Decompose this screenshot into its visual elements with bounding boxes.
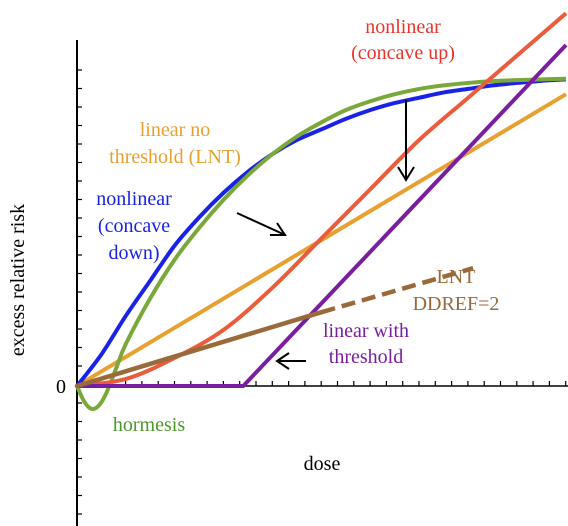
series-line-nonlinear-concave-down: [75, 77, 567, 388]
y-tick-zero-label: 0: [56, 376, 66, 398]
annotation-ddref-line2: DDREF=2: [413, 293, 500, 315]
y-ticks: [77, 69, 82, 515]
annotation-concave-down-line2: (concave: [98, 215, 170, 237]
annotation-lnt-line1: linear no: [140, 119, 211, 141]
series-line-lnt-ddref-2-dashed: [320, 266, 474, 315]
arrow-lnt-icon: [236, 212, 287, 236]
annotation-hormesis: hormesis: [113, 414, 185, 436]
y-axis-label: excess relative risk: [7, 204, 29, 356]
arrows: [236, 100, 415, 370]
arrow-concave-up-icon: [397, 100, 415, 182]
series-line-nonlinear-concave-up: [76, 11, 568, 388]
annotation-concave-up-line2: (concave up): [351, 42, 455, 64]
series-line-linear-with-threshold: [77, 43, 568, 388]
annotation-concave-down-line3: down): [108, 242, 159, 264]
labels: 0 dose excess relative risk nonlinear (c…: [7, 16, 499, 475]
x-axis-label: dose: [304, 453, 341, 475]
annotation-threshold-line1: linear with: [323, 320, 409, 342]
annotation-lnt-line2: threshold (LNT): [109, 146, 241, 168]
annotation-concave-up-line1: nonlinear: [365, 16, 441, 38]
series-group: [74, 11, 568, 411]
annotation-ddref-line1: LNT: [437, 266, 476, 288]
series-line-hormesis: [75, 76, 567, 411]
annotation-concave-down-line1: nonlinear: [96, 188, 172, 210]
annotation-threshold-line2: threshold: [329, 346, 403, 368]
series-line-lnt-ddref-2-solid: [74, 309, 324, 389]
arrow-threshold-icon: [275, 352, 306, 370]
